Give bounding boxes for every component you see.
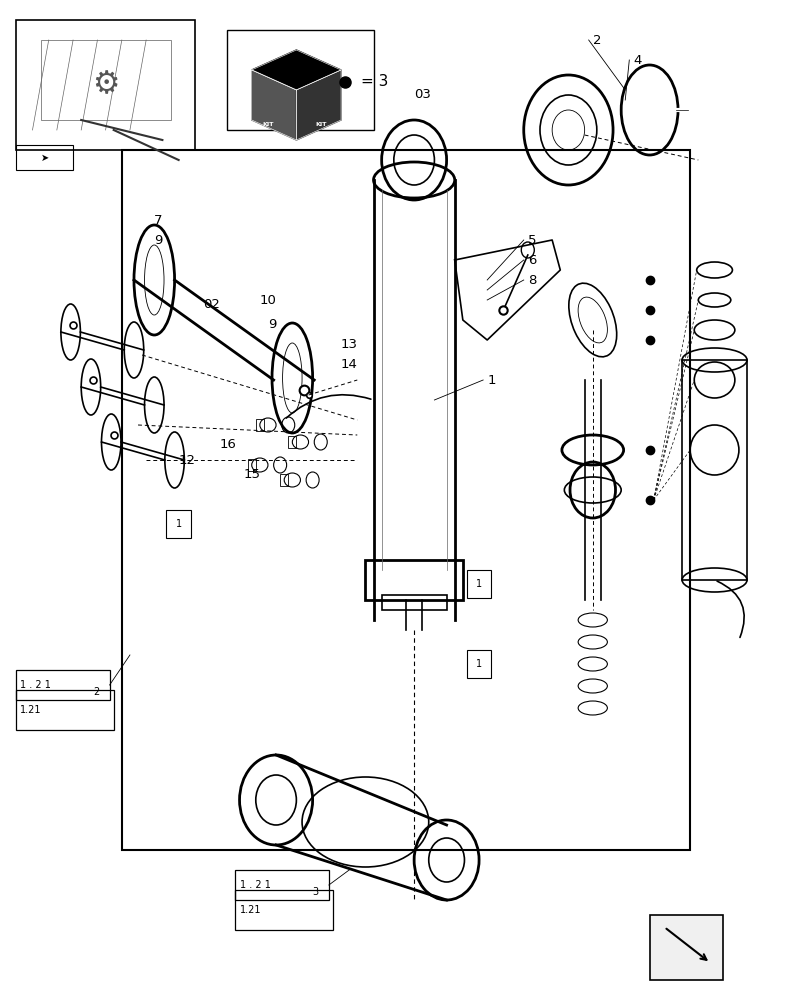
Text: 6: 6 — [527, 253, 535, 266]
Text: 1: 1 — [475, 659, 482, 669]
Bar — [227, 30, 373, 130]
Bar — [16, 145, 73, 170]
Text: KIT: KIT — [262, 122, 273, 127]
Text: KIT: KIT — [315, 122, 326, 127]
Polygon shape — [251, 70, 296, 140]
Bar — [16, 690, 114, 730]
Text: 02: 02 — [203, 298, 220, 312]
Text: 10: 10 — [260, 294, 277, 306]
Text: 7: 7 — [154, 214, 162, 227]
Polygon shape — [296, 70, 341, 140]
Text: 3: 3 — [312, 887, 319, 897]
Text: 1: 1 — [475, 579, 482, 589]
Text: 13: 13 — [341, 338, 358, 352]
Text: 1 . 2 1: 1 . 2 1 — [20, 680, 51, 690]
Text: 03: 03 — [414, 89, 431, 102]
Bar — [681, 360, 746, 580]
Text: 1.21: 1.21 — [239, 905, 260, 915]
Text: 1: 1 — [175, 519, 182, 529]
Text: 8: 8 — [527, 273, 535, 286]
Bar — [466, 570, 491, 598]
Text: 1.21: 1.21 — [20, 705, 41, 715]
Bar — [16, 20, 195, 150]
Text: 16: 16 — [219, 438, 236, 452]
Bar — [365, 560, 462, 600]
Bar — [166, 510, 191, 538]
Bar — [247, 459, 255, 471]
Bar — [280, 474, 288, 486]
Bar — [122, 150, 689, 850]
Text: 1 . 2 1: 1 . 2 1 — [239, 880, 270, 890]
Bar — [235, 890, 333, 930]
Text: 1: 1 — [487, 373, 495, 386]
Bar — [235, 870, 328, 900]
Bar — [288, 436, 296, 448]
Bar — [466, 650, 491, 678]
Polygon shape — [251, 50, 341, 90]
Bar — [16, 670, 109, 700]
Bar — [381, 595, 446, 610]
Text: 5: 5 — [527, 233, 535, 246]
Bar — [41, 40, 170, 120]
Text: ➤: ➤ — [41, 153, 49, 163]
Text: 4: 4 — [633, 53, 641, 66]
Bar — [255, 419, 264, 431]
Text: 9: 9 — [154, 233, 162, 246]
Text: 2: 2 — [592, 33, 600, 46]
Text: 2: 2 — [93, 687, 100, 697]
Text: 9: 9 — [268, 318, 276, 332]
Text: ⚙: ⚙ — [92, 70, 119, 100]
Text: = 3: = 3 — [361, 75, 388, 90]
Bar — [649, 915, 722, 980]
Text: 14: 14 — [341, 359, 358, 371]
Text: 12: 12 — [178, 454, 195, 466]
Text: 15: 15 — [243, 468, 260, 482]
